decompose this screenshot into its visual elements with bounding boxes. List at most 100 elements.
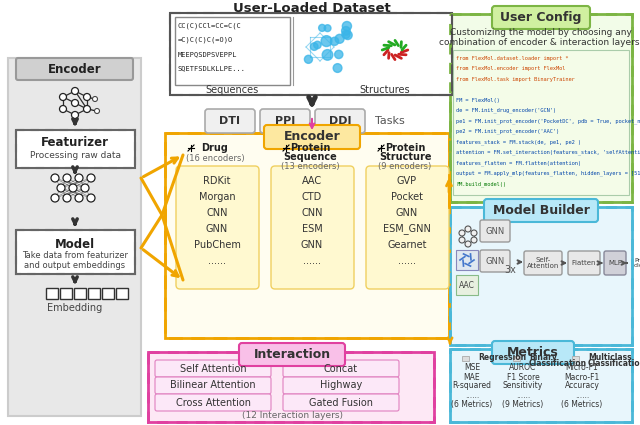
Circle shape — [335, 50, 343, 59]
Bar — [170, 13, 452, 95]
Bar — [74, 288, 86, 299]
Text: pe2 = FM.init_prot_encoder('AAC'): pe2 = FM.init_prot_encoder('AAC') — [456, 129, 559, 134]
Text: User Config: User Config — [500, 11, 582, 24]
Text: Embedding: Embedding — [47, 303, 102, 313]
Text: Featurizer: Featurizer — [41, 136, 109, 150]
Bar — [16, 130, 135, 168]
Text: Protein: Protein — [290, 143, 330, 153]
Text: Customizing the model by choosing any: Customizing the model by choosing any — [450, 28, 632, 37]
Bar — [462, 356, 469, 361]
FancyBboxPatch shape — [604, 251, 626, 275]
Circle shape — [51, 194, 59, 202]
Text: =C)C(C)C(=O)O: =C)C(C)C(=O)O — [178, 37, 233, 43]
Circle shape — [342, 22, 351, 31]
Text: from FlexMol.encoder import FlexMol: from FlexMol.encoder import FlexMol — [456, 66, 565, 71]
Bar — [456, 275, 478, 295]
Text: and output embeddings: and output embeddings — [24, 261, 125, 269]
Text: User-Loaded Dataset: User-Loaded Dataset — [233, 2, 391, 14]
Bar — [450, 14, 632, 202]
Circle shape — [81, 184, 89, 192]
Text: F1 Score: F1 Score — [507, 372, 540, 382]
Bar — [60, 288, 72, 299]
Text: GNN: GNN — [206, 224, 228, 234]
Bar — [170, 13, 452, 95]
Text: ESM_GNN: ESM_GNN — [383, 224, 431, 235]
Circle shape — [72, 88, 79, 94]
Text: MLP: MLP — [608, 260, 622, 266]
Circle shape — [322, 50, 333, 60]
Circle shape — [57, 184, 65, 192]
FancyBboxPatch shape — [480, 220, 510, 242]
Circle shape — [310, 43, 318, 51]
Text: GNN: GNN — [485, 227, 504, 235]
Text: GNN: GNN — [396, 208, 418, 218]
Circle shape — [335, 34, 344, 43]
Text: (16 encoders): (16 encoders) — [186, 153, 244, 162]
Bar — [88, 288, 100, 299]
FancyBboxPatch shape — [260, 109, 310, 133]
Text: Metrics: Metrics — [507, 346, 559, 359]
Text: Flatten: Flatten — [572, 260, 596, 266]
Bar — [453, 50, 629, 195]
FancyBboxPatch shape — [283, 360, 399, 377]
Text: combination of encoder & interaction layers.: combination of encoder & interaction lay… — [439, 37, 640, 46]
Text: Sequences: Sequences — [205, 85, 259, 95]
FancyBboxPatch shape — [283, 394, 399, 411]
Text: (9 encoders): (9 encoders) — [378, 162, 431, 172]
FancyBboxPatch shape — [264, 125, 360, 149]
Circle shape — [459, 230, 465, 236]
Text: Bilinear Attention: Bilinear Attention — [170, 380, 256, 391]
Text: Structures: Structures — [360, 85, 410, 95]
Text: GNN: GNN — [485, 257, 504, 266]
Bar — [513, 356, 520, 361]
Text: Take data from featurizer: Take data from featurizer — [22, 252, 128, 261]
FancyBboxPatch shape — [155, 394, 271, 411]
Circle shape — [471, 230, 477, 236]
Text: AAC: AAC — [302, 176, 322, 186]
Circle shape — [330, 37, 339, 45]
Bar — [572, 356, 579, 361]
Bar — [450, 349, 632, 422]
Text: (12 Interaction layers): (12 Interaction layers) — [241, 411, 342, 419]
Circle shape — [465, 226, 471, 232]
Text: Morgan: Morgan — [198, 192, 236, 202]
FancyBboxPatch shape — [484, 199, 598, 222]
Circle shape — [69, 184, 77, 192]
Text: de = FM.init_drug_encoder('GCN'): de = FM.init_drug_encoder('GCN') — [456, 108, 556, 113]
Circle shape — [95, 108, 99, 113]
Text: Highway: Highway — [320, 380, 362, 391]
Text: Gated Fusion: Gated Fusion — [309, 397, 373, 408]
Circle shape — [342, 26, 350, 35]
Text: (9 Metrics): (9 Metrics) — [502, 400, 543, 408]
Text: CC(C)CCl=CC=C(C: CC(C)CCl=CC=C(C — [178, 23, 242, 29]
Text: from FlexMol.task import BinaryTrainer: from FlexMol.task import BinaryTrainer — [456, 76, 575, 82]
Text: Regression: Regression — [478, 352, 526, 362]
Circle shape — [471, 237, 477, 243]
Text: ESM: ESM — [301, 224, 323, 234]
Text: from FlexMol.dataset.loader import *: from FlexMol.dataset.loader import * — [456, 56, 568, 60]
Bar — [165, 133, 449, 338]
Circle shape — [343, 31, 352, 40]
Text: DTI: DTI — [220, 116, 241, 126]
Text: ......: ...... — [575, 391, 589, 399]
Bar — [450, 349, 632, 422]
Text: FM = FlexMol(): FM = FlexMol() — [456, 97, 500, 102]
FancyBboxPatch shape — [315, 109, 365, 133]
Text: pe1 = FM.init_prot_encoder('PocketDC', pdb = True, pocket_num = 3): pe1 = FM.init_prot_encoder('PocketDC', p… — [456, 118, 640, 124]
Text: MEEPQSDPSVEPPL: MEEPQSDPSVEPPL — [178, 51, 237, 57]
FancyBboxPatch shape — [205, 109, 255, 133]
Text: Self Attention: Self Attention — [180, 363, 246, 374]
FancyBboxPatch shape — [176, 166, 259, 289]
FancyBboxPatch shape — [480, 250, 510, 272]
Text: PubChem: PubChem — [193, 240, 241, 250]
FancyBboxPatch shape — [239, 343, 345, 366]
Text: ......: ...... — [208, 256, 226, 266]
Text: Sequence: Sequence — [283, 152, 337, 162]
Bar — [450, 207, 632, 345]
Text: Multiclass: Multiclass — [588, 352, 632, 362]
Text: (13 encoders): (13 encoders) — [281, 162, 339, 172]
Text: CTD: CTD — [302, 192, 322, 202]
FancyBboxPatch shape — [283, 377, 399, 394]
Text: Interaction: Interaction — [253, 348, 331, 361]
Circle shape — [321, 36, 332, 46]
